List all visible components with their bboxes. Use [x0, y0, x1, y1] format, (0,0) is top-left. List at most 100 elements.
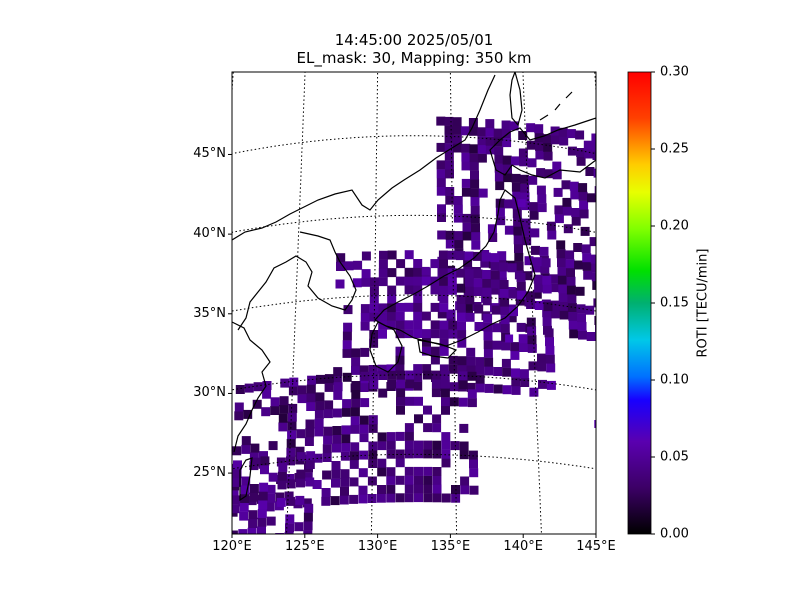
- roti-cell: [483, 348, 493, 358]
- roti-cell: [550, 309, 560, 319]
- roti-cell: [331, 469, 341, 479]
- lat-label: 30°N: [193, 385, 226, 401]
- roti-cell: [516, 281, 526, 291]
- roti-cell: [558, 293, 568, 302]
- roti-cell: [534, 301, 544, 310]
- roti-cell: [296, 478, 305, 488]
- roti-cell: [395, 493, 405, 503]
- roti-cell: [452, 125, 462, 135]
- roti-cell: [404, 423, 414, 433]
- roti-cell: [333, 390, 343, 400]
- roti-cell: [543, 142, 553, 152]
- roti-cell: [447, 277, 457, 286]
- roti-cell: [477, 153, 487, 163]
- roti-cell: [494, 172, 504, 182]
- roti-cell: [549, 274, 559, 284]
- roti-cell: [377, 441, 387, 451]
- roti-cell: [314, 418, 324, 428]
- roti-cell: [499, 280, 509, 289]
- roti-cell: [456, 268, 466, 278]
- roti-cell: [502, 385, 512, 395]
- roti-cell: [286, 496, 295, 506]
- roti-cell: [603, 318, 612, 327]
- roti-cell: [525, 291, 535, 301]
- roti-cell: [439, 285, 449, 295]
- roti-cell: [535, 150, 545, 160]
- lon-label: 145°E: [576, 539, 616, 554]
- roti-cell: [591, 263, 596, 273]
- roti-cell: [257, 509, 267, 518]
- parallel-45: [232, 135, 596, 155]
- roti-cell: [512, 191, 522, 201]
- roti-cell: [404, 320, 414, 330]
- roti-cell: [565, 250, 575, 260]
- meridian-140: [522, 72, 542, 534]
- roti-cell: [474, 304, 484, 314]
- roti-cell: [592, 151, 596, 160]
- coastline-kurils: [539, 91, 573, 121]
- roti-cell: [602, 300, 611, 309]
- roti-cell: [359, 383, 369, 392]
- roti-cell: [439, 320, 449, 330]
- roti-cell: [580, 226, 590, 236]
- roti-cell: [414, 493, 423, 503]
- roti-cell: [599, 256, 608, 265]
- roti-cell: [469, 161, 479, 171]
- roti-cell: [500, 323, 510, 333]
- roti-cell: [565, 259, 575, 269]
- roti-cell: [368, 415, 378, 425]
- roti-cell: [462, 231, 472, 241]
- roti-cell: [324, 374, 334, 384]
- roti-cell: [430, 259, 440, 269]
- roti-cell: [490, 261, 500, 271]
- roti-cell: [233, 460, 242, 470]
- roti-cell: [459, 441, 469, 451]
- roti-cell: [321, 496, 331, 506]
- roti-cell: [395, 431, 405, 441]
- roti-cell: [460, 126, 470, 136]
- roti-cell: [576, 148, 586, 157]
- roti-cell: [457, 329, 467, 339]
- roti-cell: [360, 304, 370, 314]
- roti-cell: [567, 146, 577, 156]
- roti-cell: [413, 267, 423, 277]
- roti-cell: [240, 485, 250, 495]
- roti-cell: [441, 405, 450, 415]
- roti-cell: [594, 316, 596, 325]
- roti-cell: [240, 494, 250, 503]
- roti-cell: [377, 467, 387, 477]
- roti-cell: [414, 466, 423, 476]
- roti-cell: [241, 476, 251, 486]
- roti-cell: [526, 300, 536, 309]
- roti-cell: [537, 194, 547, 204]
- roti-cell: [439, 294, 449, 304]
- roti-cell: [253, 382, 263, 392]
- roti-hotspot: [421, 266, 430, 275]
- roti-cell: [250, 443, 260, 453]
- roti-cell: [221, 506, 230, 515]
- roti-cell: [270, 397, 280, 407]
- roti-cell: [460, 485, 470, 495]
- roti-cell: [593, 298, 596, 308]
- roti-cell: [349, 459, 359, 469]
- roti-cell: [497, 268, 507, 278]
- roti-cell: [518, 334, 528, 344]
- roti-cell: [285, 474, 295, 483]
- roti-cell: [436, 169, 446, 179]
- roti-cell: [536, 185, 546, 195]
- roti-cell: [404, 440, 414, 450]
- roti-cell: [562, 206, 572, 216]
- roti-cell: [563, 224, 573, 234]
- roti-cell: [507, 263, 517, 273]
- roti-cell: [556, 249, 566, 259]
- roti-cell: [436, 178, 446, 187]
- roti-cell: [342, 331, 352, 341]
- roti-cell: [232, 446, 242, 456]
- roti-cell: [543, 151, 553, 161]
- roti-cell: [494, 163, 504, 173]
- roti-cell: [504, 225, 514, 235]
- roti-cell: [473, 287, 483, 296]
- roti-cell: [495, 198, 505, 208]
- roti-cell: [523, 271, 533, 281]
- roti-cell: [465, 277, 474, 287]
